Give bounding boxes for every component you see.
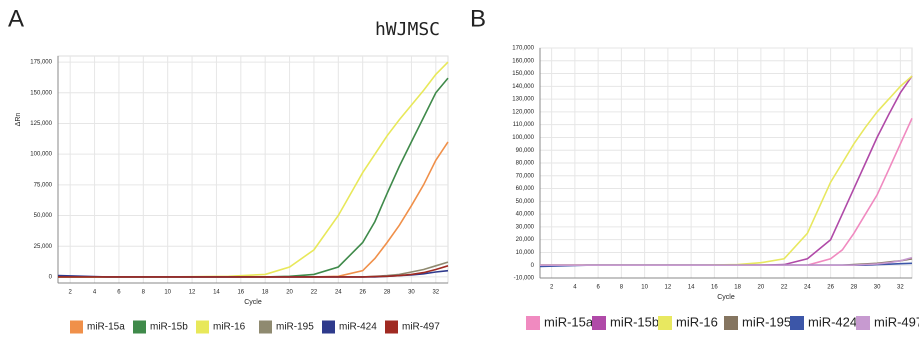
legend-swatch [133, 320, 146, 334]
legend-swatch [322, 320, 335, 334]
x-tick-label: 16 [237, 290, 244, 296]
y-tick-label: 150,000 [512, 71, 534, 77]
x-tick-label: 20 [758, 285, 765, 291]
legend-swatch [724, 316, 738, 330]
x-tick-label: 10 [164, 290, 171, 296]
y-tick-label: 175,000 [30, 60, 52, 66]
legend-label: miR-16 [676, 314, 718, 329]
y-tick-label: 120,000 [512, 109, 534, 115]
y-tick-label: 80,000 [516, 161, 535, 167]
x-tick-label: 28 [384, 290, 391, 296]
legend-label: miR-15b [150, 322, 188, 333]
x-tick-label: 26 [827, 285, 834, 291]
y-tick-label: 25,000 [34, 244, 53, 250]
x-tick-label: 4 [573, 285, 577, 291]
panel-label: A [8, 5, 24, 32]
x-tick-label: 30 [874, 285, 881, 291]
x-tick-label: 4 [93, 290, 97, 296]
x-tick-label: 14 [688, 285, 695, 291]
y-tick-label: 10,000 [516, 250, 535, 256]
y-axis-label: ΔRn [15, 113, 22, 127]
y-tick-label: 125,000 [30, 121, 52, 127]
y-tick-label: 100,000 [512, 135, 534, 141]
legend-swatch [196, 320, 209, 334]
legend-label: miR-16 [213, 322, 246, 333]
x-tick-label: 12 [665, 285, 672, 291]
chart-title: hWJMSC [375, 19, 440, 40]
x-tick-label: 6 [596, 285, 600, 291]
x-tick-label: 8 [142, 290, 146, 296]
x-tick-label: 32 [432, 290, 439, 296]
y-tick-label: 170,000 [512, 46, 534, 52]
y-tick-label: 160,000 [512, 58, 534, 64]
x-tick-label: 14 [213, 290, 220, 296]
x-tick-label: 2 [550, 285, 554, 291]
legend-label: miR-15a [544, 314, 594, 329]
x-tick-label: 2 [69, 290, 73, 296]
legend-label: miR-15b [610, 314, 659, 329]
x-tick-label: 16 [711, 285, 718, 291]
x-tick-label: 10 [641, 285, 648, 291]
legend-swatch [526, 316, 540, 330]
legend-label: miR-497 [402, 322, 440, 333]
x-axis-label: Cycle [717, 294, 735, 301]
series-line [58, 265, 449, 278]
x-tick-label: 32 [897, 285, 904, 291]
y-tick-label: -10,000 [514, 276, 535, 282]
legend-swatch [259, 320, 272, 334]
x-tick-label: 22 [781, 285, 788, 291]
y-tick-label: 50,000 [34, 213, 53, 219]
panel-label: B [470, 5, 486, 32]
y-tick-label: 140,000 [512, 84, 534, 90]
legend-label: miR-424 [339, 322, 377, 333]
x-tick-label: 22 [311, 290, 318, 296]
legend-swatch [658, 316, 672, 330]
legend-label: miR-195 [276, 322, 314, 333]
x-tick-label: 18 [734, 285, 741, 291]
x-tick-label: 6 [117, 290, 121, 296]
y-tick-label: 100,000 [30, 152, 52, 158]
y-tick-label: 70,000 [516, 173, 535, 179]
legend-label: miR-424 [808, 314, 857, 329]
y-tick-label: 40,000 [516, 212, 535, 218]
x-tick-label: 8 [620, 285, 624, 291]
x-tick-label: 28 [851, 285, 858, 291]
legend-label: miR-195 [742, 314, 791, 329]
y-tick-label: 60,000 [516, 186, 535, 192]
x-tick-label: 26 [359, 290, 366, 296]
legend-swatch [856, 316, 870, 330]
legend-swatch [790, 316, 804, 330]
x-tick-label: 20 [286, 290, 293, 296]
legend-swatch [592, 316, 606, 330]
x-tick-label: 24 [335, 290, 342, 296]
y-tick-label: 75,000 [34, 182, 53, 188]
y-tick-label: 0 [49, 274, 53, 280]
x-tick-label: 12 [189, 290, 196, 296]
x-tick-label: 18 [262, 290, 269, 296]
y-tick-label: 110,000 [513, 122, 535, 128]
x-tick-label: 24 [804, 285, 811, 291]
x-tick-label: 30 [408, 290, 415, 296]
legend-label: miR-497 [874, 314, 919, 329]
y-tick-label: 90,000 [516, 148, 535, 154]
x-axis-label: Cycle [244, 299, 262, 306]
y-tick-label: 0 [531, 263, 535, 269]
series-line [540, 256, 913, 266]
plot-area [57, 55, 449, 284]
y-tick-label: 30,000 [516, 224, 535, 230]
legend-label: miR-15a [87, 322, 125, 333]
legend-swatch [385, 320, 398, 334]
legend-swatch [70, 320, 83, 334]
y-tick-label: 130,000 [512, 97, 534, 103]
y-tick-label: 50,000 [516, 199, 535, 205]
y-tick-label: 150,000 [30, 90, 52, 96]
y-tick-label: 20,000 [516, 237, 535, 243]
